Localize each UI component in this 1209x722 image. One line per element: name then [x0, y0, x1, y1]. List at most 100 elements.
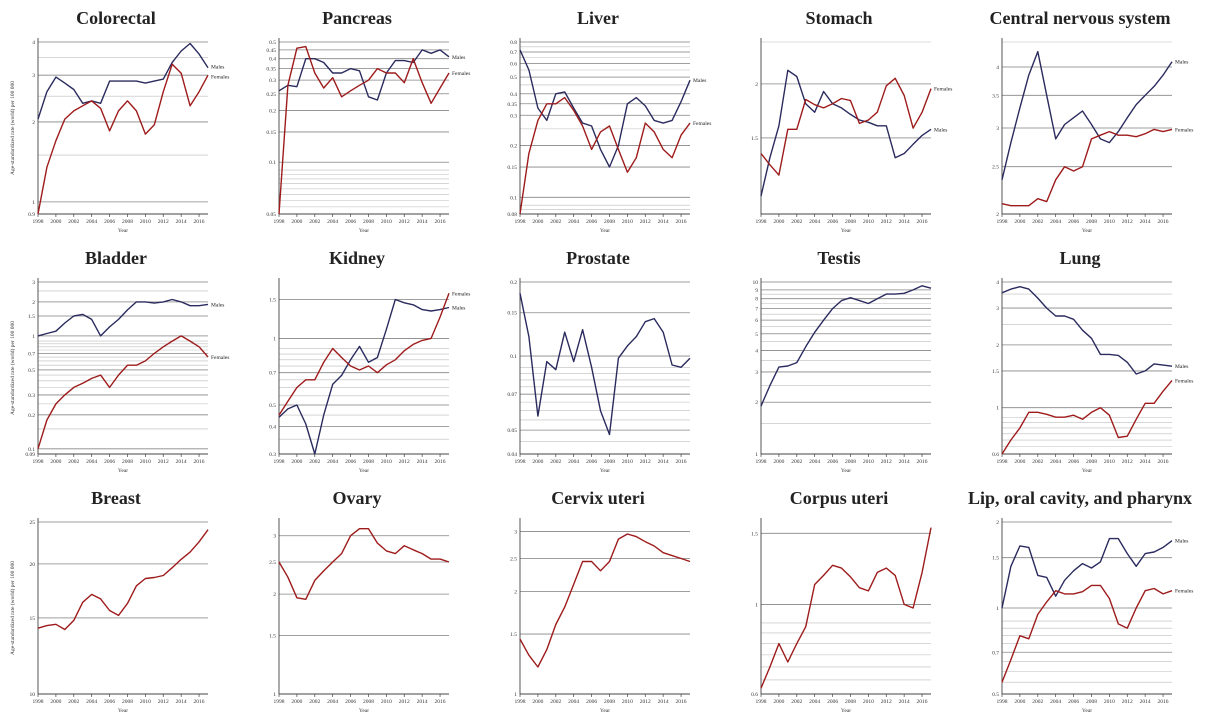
data-point — [537, 666, 538, 667]
data-point — [207, 74, 208, 75]
data-point — [64, 322, 65, 323]
data-point — [1127, 436, 1128, 437]
data-point — [1118, 131, 1119, 132]
data-point — [1001, 179, 1002, 180]
data-point — [359, 85, 360, 86]
x-tick-label: 2010 — [622, 219, 633, 225]
x-tick-label: 2004 — [1050, 699, 1061, 705]
data-point — [136, 585, 137, 586]
data-point — [296, 597, 297, 598]
data-point — [163, 346, 164, 347]
panel-kidney: Kidney 0.3 0.4 0.5 0.7 1 1.5 1998 2000 2002 2004 2… — [241, 240, 473, 480]
x-tick-label: 2008 — [604, 459, 615, 465]
data-point — [305, 423, 306, 424]
data-point — [921, 111, 922, 112]
data-point — [645, 321, 646, 322]
series-line-males — [519, 49, 691, 168]
data-point — [841, 300, 842, 301]
y-tick-label: 3.5 — [992, 93, 999, 99]
data-point — [1118, 355, 1119, 356]
data-point — [814, 111, 815, 112]
data-point — [368, 365, 369, 366]
x-tick-label: 2010 — [1104, 459, 1115, 465]
data-point — [841, 107, 842, 108]
data-point — [448, 293, 449, 294]
data-point — [877, 572, 878, 573]
data-point — [1064, 315, 1065, 316]
panel-title: Ovary — [332, 488, 382, 508]
series-label: Females — [452, 291, 470, 297]
data-point — [82, 314, 83, 315]
data-point — [100, 108, 101, 109]
data-point — [1153, 129, 1154, 130]
data-point — [1010, 288, 1011, 289]
data-point — [154, 80, 155, 81]
x-tick-label: 2014 — [1140, 699, 1151, 705]
data-point — [413, 58, 414, 59]
series-line-females — [37, 63, 209, 215]
y-tick-label: 2 — [996, 212, 999, 218]
data-point — [1073, 593, 1074, 594]
data-point — [1028, 547, 1029, 548]
data-point — [421, 49, 422, 50]
data-point — [395, 60, 396, 61]
data-point — [180, 559, 181, 560]
panel-breast: Breast 10 15 20 25 1998 2000 2002 2004 2006 2008 2… — [0, 480, 232, 720]
data-point — [600, 131, 601, 132]
x-tick-label: 2014 — [176, 219, 187, 225]
data-point — [1144, 370, 1145, 371]
data-point — [528, 655, 529, 656]
plot-svg: 1 1.5 2 2.5 3 1998 2000 2002 2004 2006 2008 2010 201… — [510, 518, 691, 714]
data-point — [207, 67, 208, 68]
data-point — [180, 335, 181, 336]
x-tick-label: 2006 — [1068, 219, 1079, 225]
x-tick-label: 1998 — [756, 699, 767, 705]
y-tick-label: 0.7 — [269, 371, 276, 377]
y-tick-label: 0.05 — [507, 428, 517, 434]
data-point — [609, 125, 610, 126]
data-point — [895, 157, 896, 158]
series-label: Females — [693, 121, 711, 127]
series-line-males — [1001, 286, 1173, 375]
y-tick-label: 0.4 — [269, 57, 276, 63]
x-tick-label: 2000 — [1014, 219, 1025, 225]
x-tick-label: 1998 — [33, 219, 44, 225]
x-tick-label: 2006 — [1068, 699, 1079, 705]
x-tick-label: 2010 — [863, 459, 874, 465]
data-point — [64, 82, 65, 83]
data-point — [404, 350, 405, 351]
x-tick-label: 2014 — [1140, 219, 1151, 225]
data-point — [1171, 129, 1172, 130]
data-point — [1091, 124, 1092, 125]
data-point — [386, 72, 387, 73]
data-point — [930, 129, 931, 130]
panel-title: Stomach — [805, 8, 873, 28]
y-tick-label: 1 — [273, 692, 276, 698]
data-point — [377, 542, 378, 543]
data-point — [287, 576, 288, 577]
panel-title: Corpus uteri — [789, 488, 889, 508]
data-point — [805, 99, 806, 100]
y-tick-label: 1 — [32, 334, 35, 340]
y-tick-label: 0.5 — [269, 403, 276, 409]
data-point — [796, 129, 797, 130]
x-tick-label: 2010 — [381, 459, 392, 465]
x-tick-label: 2000 — [291, 219, 302, 225]
x-tick-label: 2000 — [50, 459, 61, 465]
panel-title: Cervix uteri — [551, 488, 645, 508]
data-point — [127, 100, 128, 101]
panel-title: Central nervous system — [989, 8, 1171, 28]
series-line-females — [760, 77, 932, 176]
data-point — [332, 77, 333, 78]
data-point — [172, 63, 173, 64]
x-tick-label: 2014 — [658, 459, 669, 465]
data-point — [912, 607, 913, 608]
data-point — [1010, 205, 1011, 206]
series-line-rate — [760, 285, 932, 407]
data-point — [519, 213, 520, 214]
y-tick-label: 1.5 — [269, 298, 276, 304]
data-point — [1046, 95, 1047, 96]
data-point — [46, 91, 47, 92]
data-point — [1091, 585, 1092, 586]
data-point — [386, 329, 387, 330]
